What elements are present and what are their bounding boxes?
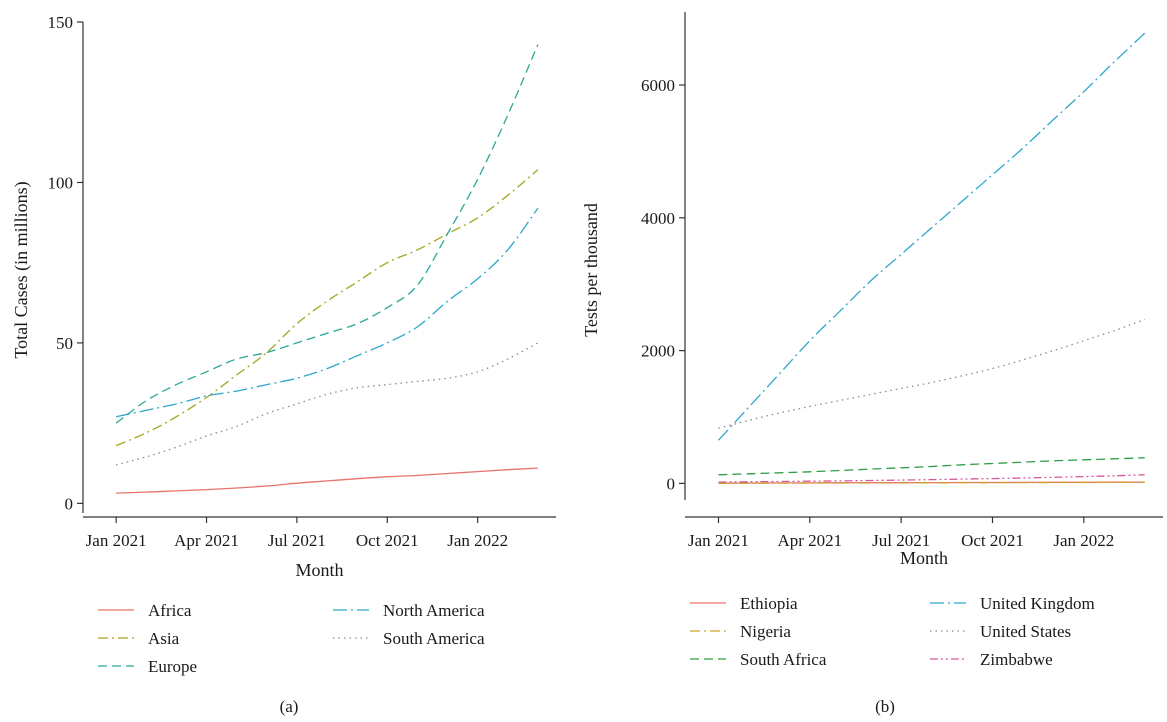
x-tick-label: Jul 2021 <box>268 531 326 550</box>
legend-item: Europe <box>98 657 197 676</box>
legend-label: Zimbabwe <box>980 650 1053 669</box>
x-tick-label: Oct 2021 <box>356 531 419 550</box>
y-tick-label: 150 <box>48 13 74 32</box>
legend-item: South America <box>333 629 485 648</box>
y-tick-label: 6000 <box>641 76 675 95</box>
legend-label: United Kingdom <box>980 594 1095 613</box>
legend: Ethiopia Nigeria South Africa United Kingdo… <box>690 594 1095 669</box>
legend-label: South America <box>383 629 485 648</box>
x-tick-label: Jan 2022 <box>1053 531 1114 550</box>
chart-panel-b: 0 2000 4000 6000 Jan 2021 Apr 2021 Jul 2021 Oct… <box>581 12 1163 716</box>
y-tick-label: 2000 <box>641 342 675 361</box>
series-line-africa <box>116 467 538 494</box>
legend-item: Zimbabwe <box>930 650 1053 669</box>
legend-item: Asia <box>98 629 180 648</box>
legend-item: United States <box>930 622 1071 641</box>
legend: Africa Asia Europe North America South Ameri… <box>98 601 485 676</box>
series-line-asia <box>115 169 539 447</box>
legend-item: Africa <box>98 601 192 620</box>
legend-label: United States <box>980 622 1071 641</box>
x-axis-title: Month <box>295 560 343 580</box>
legend-item: United Kingdom <box>930 594 1095 613</box>
series-line-europe <box>115 44 539 424</box>
legend-item: Nigeria <box>690 622 791 641</box>
series-line-south-america <box>115 342 539 466</box>
legend-label: Nigeria <box>740 622 791 641</box>
series-line-zimbabwe <box>718 474 1145 483</box>
legend-label: Europe <box>148 657 197 676</box>
x-axis-title: Month <box>900 548 948 568</box>
x-tick-label: Jul 2021 <box>872 531 930 550</box>
x-tick-label: Jan 2021 <box>86 531 147 550</box>
legend-label: North America <box>383 601 485 620</box>
panel-label: (b) <box>875 697 895 716</box>
legend-item: South Africa <box>690 650 827 669</box>
x-tick-label: Oct 2021 <box>961 531 1024 550</box>
panel-label: (a) <box>280 697 299 716</box>
y-tick-label: 0 <box>65 494 74 513</box>
legend-item: Ethiopia <box>690 594 798 613</box>
legend-label: Ethiopia <box>740 594 798 613</box>
y-tick-label: 100 <box>48 173 74 192</box>
x-tick-label: Jan 2021 <box>688 531 749 550</box>
chart-panel-a: 0 50 100 150 Jan 2021 Apr 2021 Jul 2021 Oct 202… <box>11 13 556 716</box>
x-tick-label: Apr 2021 <box>174 531 239 550</box>
y-tick-label: 50 <box>56 334 73 353</box>
legend-label: South Africa <box>740 650 827 669</box>
series-line-north-america <box>115 207 539 418</box>
y-axis-title: Tests per thousand <box>581 203 601 337</box>
legend-label: Africa <box>148 601 192 620</box>
y-axis-title: Total Cases (in millions) <box>11 181 32 358</box>
series-line-nigeria <box>718 481 1145 484</box>
legend-item: North America <box>333 601 485 620</box>
series-line-united-states <box>718 318 1145 429</box>
series-line-south-africa <box>718 457 1145 476</box>
series-line-united-kingdom <box>718 32 1146 441</box>
x-tick-label: Jan 2022 <box>447 531 508 550</box>
y-tick-label: 0 <box>667 474 676 493</box>
legend-label: Asia <box>148 629 180 648</box>
x-tick-label: Apr 2021 <box>777 531 842 550</box>
y-tick-label: 4000 <box>641 209 675 228</box>
